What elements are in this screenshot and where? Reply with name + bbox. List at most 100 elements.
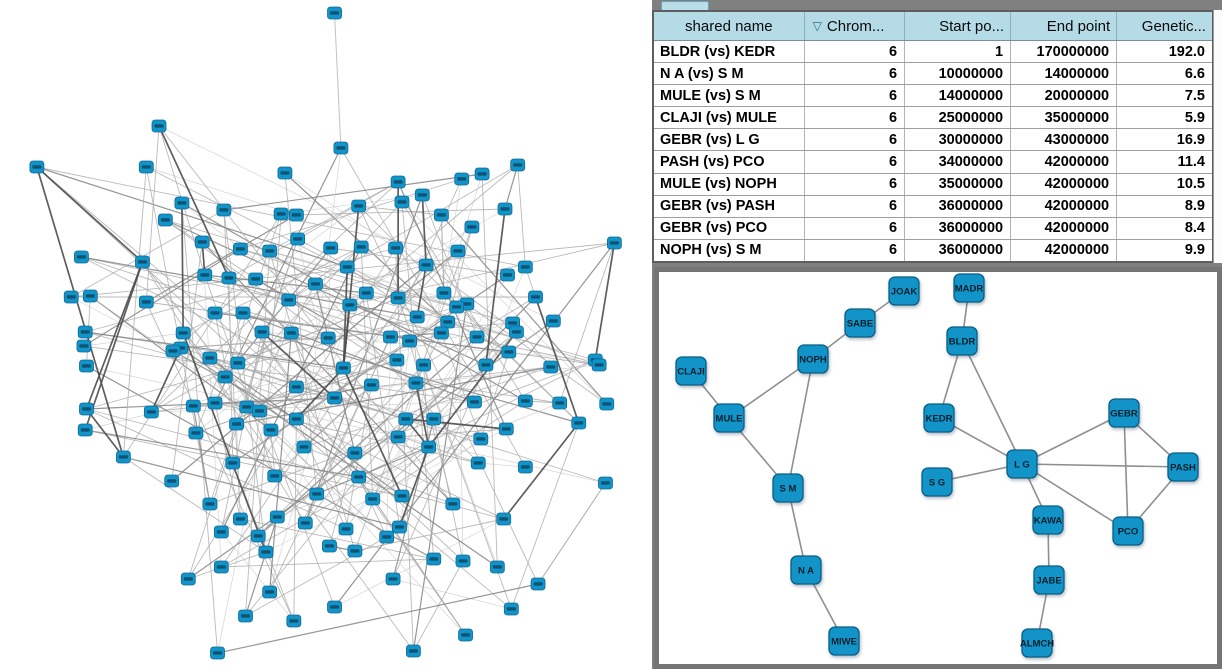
network-edge[interactable] [412, 303, 468, 652]
network-edge[interactable] [85, 331, 344, 369]
graph-node[interactable] [469, 330, 485, 344]
cell-chromosome[interactable]: 6 [805, 41, 906, 63]
graph-node[interactable] [273, 207, 289, 221]
network-edge[interactable] [214, 201, 403, 404]
network-edge[interactable] [244, 516, 278, 617]
graph-node[interactable] [225, 456, 241, 470]
network-edge[interactable] [122, 166, 147, 458]
graph-node[interactable] [389, 353, 405, 367]
network-canvas-main[interactable] [0, 0, 652, 669]
network-edge[interactable] [416, 264, 427, 318]
network-edge[interactable] [224, 213, 282, 378]
cell-end-point[interactable]: 42000000 [1011, 173, 1118, 195]
network-edge[interactable] [214, 205, 359, 314]
column-header-chromosome[interactable]: ▽ Chrom... [805, 12, 906, 40]
graph-node[interactable] [74, 250, 89, 264]
graph-node[interactable] [552, 396, 568, 410]
network-edge[interactable] [123, 456, 267, 553]
network-edge[interactable] [399, 178, 463, 528]
network-edge[interactable] [86, 408, 504, 520]
network-edge[interactable] [85, 429, 403, 497]
network-edge[interactable] [85, 408, 125, 458]
graph-node[interactable] [115, 450, 131, 464]
network-edge[interactable] [36, 166, 348, 268]
network-edge[interactable] [85, 331, 481, 440]
network-edge-LG-GEBR[interactable] [1021, 412, 1125, 465]
cell-start-point[interactable]: 35000000 [905, 173, 1012, 195]
network-edge[interactable] [504, 164, 519, 210]
network-edge[interactable] [478, 462, 526, 468]
network-edge[interactable] [423, 364, 430, 448]
cell-genetic[interactable]: 16.9 [1176, 131, 1205, 148]
network-edge[interactable] [398, 446, 430, 528]
node-PCO[interactable]: PCO [1112, 516, 1144, 546]
node-NOPH[interactable]: NOPH [797, 344, 829, 374]
table-scrollbar[interactable] [1213, 10, 1222, 263]
network-edge[interactable] [240, 518, 434, 560]
graph-node[interactable] [327, 391, 342, 405]
graph-node[interactable] [464, 220, 480, 234]
node-PASH[interactable]: PASH [1167, 452, 1199, 482]
graph-node[interactable] [290, 232, 306, 246]
graph-node[interactable] [498, 422, 514, 436]
node-JOAK[interactable]: JOAK [888, 276, 920, 306]
graph-node[interactable] [440, 315, 456, 329]
network-edge[interactable] [327, 247, 332, 339]
network-edge[interactable] [480, 351, 510, 440]
column-header-genetic[interactable]: Genetic... [1117, 12, 1212, 40]
cell-chromosome[interactable]: 6 [805, 85, 906, 107]
node-MIWE[interactable]: MIWE [828, 626, 860, 656]
network-edge-LG-PCO[interactable] [1021, 463, 1129, 532]
graph-node[interactable] [238, 609, 253, 623]
network-edge[interactable] [354, 518, 504, 552]
graph-node[interactable] [79, 359, 94, 373]
table-row[interactable]: MULE (vs) S M 6 14000000 20000000 7.5 [654, 85, 1212, 108]
graph-node[interactable] [517, 394, 533, 408]
graph-node[interactable] [390, 291, 406, 305]
graph-node[interactable] [503, 602, 519, 616]
network-edge[interactable] [257, 331, 517, 537]
graph-node[interactable] [269, 510, 285, 524]
graph-node[interactable] [327, 6, 342, 20]
cell-genetic[interactable]: 192.0 [1168, 43, 1205, 60]
cell-genetic[interactable]: 5.9 [1184, 109, 1205, 126]
graph-node[interactable] [445, 497, 461, 511]
graph-node[interactable] [235, 306, 251, 320]
table-row[interactable]: GEBR (vs) PASH 6 36000000 42000000 8.9 [654, 195, 1212, 218]
graph-node[interactable] [351, 470, 367, 484]
table-row[interactable]: GEBR (vs) PCO 6 36000000 42000000 8.4 [654, 217, 1212, 240]
graph-node[interactable] [358, 286, 374, 300]
network-edge[interactable] [440, 332, 482, 440]
graph-node[interactable] [501, 345, 517, 359]
network-edge[interactable] [288, 264, 427, 301]
graph-node[interactable] [267, 469, 283, 483]
network-edge[interactable] [220, 264, 427, 568]
network-edge[interactable] [296, 316, 418, 388]
network-edge[interactable] [288, 164, 518, 301]
node-NA[interactable]: N A [790, 555, 822, 585]
graph-node[interactable] [385, 572, 401, 586]
cell-genetic[interactable]: 6.6 [1184, 65, 1205, 82]
node-SG[interactable]: S G [921, 467, 953, 497]
network-edge[interactable] [257, 336, 478, 537]
network-edge[interactable] [195, 292, 367, 434]
graph-node[interactable] [213, 525, 229, 539]
filter-icon[interactable]: ▽ [812, 19, 822, 33]
graph-node[interactable] [207, 396, 223, 410]
graph-node[interactable] [458, 628, 473, 642]
node-MULE[interactable]: MULE [713, 403, 745, 433]
network-edge[interactable] [421, 194, 427, 266]
cell-end-point[interactable]: 35000000 [1011, 107, 1118, 129]
graph-node[interactable] [213, 560, 229, 574]
network-edge[interactable] [85, 261, 144, 410]
graph-node[interactable] [517, 460, 533, 474]
network-edge[interactable] [246, 283, 316, 408]
graph-node[interactable] [258, 545, 274, 559]
network-edge[interactable] [270, 429, 276, 477]
cell-end-point[interactable]: 42000000 [1011, 151, 1118, 173]
cell-start-point[interactable]: 36000000 [905, 195, 1012, 217]
table-row[interactable]: PASH (vs) PCO 6 34000000 42000000 11.4 [654, 151, 1212, 174]
network-edge[interactable] [314, 283, 356, 454]
graph-node[interactable] [151, 119, 167, 133]
graph-node[interactable] [405, 644, 421, 658]
